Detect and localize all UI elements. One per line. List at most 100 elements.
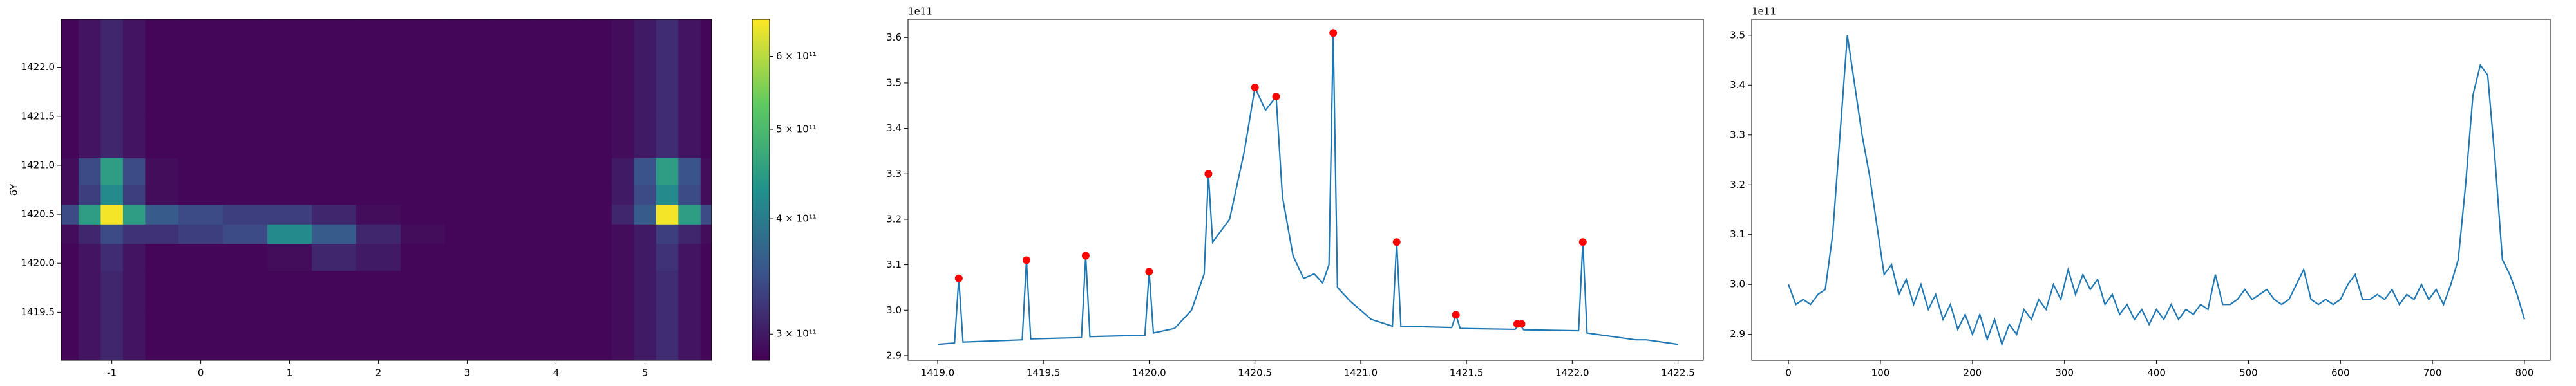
heatmap-cell <box>578 204 612 225</box>
peak-marker <box>1329 29 1338 37</box>
heatmap-cell <box>445 243 490 271</box>
heatmap-cell <box>61 116 79 159</box>
heatmap-cell <box>700 243 712 271</box>
heatmap-cell <box>312 243 357 271</box>
y-tick-label: 3.6 <box>886 32 902 43</box>
heatmap-cell <box>267 270 312 313</box>
heatmap-cell <box>178 19 223 68</box>
heatmap-cell <box>178 243 223 271</box>
heatmap-cell <box>534 224 579 244</box>
heatmap-cell <box>611 204 634 225</box>
heatmap-cell <box>122 19 146 68</box>
x-tick-label: 1421.5 <box>1450 367 1484 379</box>
x-tick-label: 1420.5 <box>1238 367 1272 379</box>
heatmap-cell <box>578 312 612 360</box>
x-tick-label: 500 <box>2239 367 2258 379</box>
heatmap-cell <box>445 185 490 205</box>
x-tick-label: 1420.0 <box>1132 367 1166 379</box>
heatmap-cell <box>78 185 101 205</box>
heatmap-cell <box>656 243 679 271</box>
heatmap-cell <box>78 224 101 244</box>
heatmap-cell <box>534 312 579 360</box>
colorbar-tick-label: 5 × 10¹¹ <box>776 124 817 135</box>
heatmap-cell <box>122 116 146 159</box>
heatmap-cell <box>534 158 579 185</box>
heatmap-cell <box>634 312 657 360</box>
heatmap-cell <box>61 67 79 117</box>
heatmap-cell <box>100 19 124 68</box>
heatmap-cell <box>223 270 268 313</box>
heatmap-cell <box>145 116 179 159</box>
peak-marker <box>954 274 963 282</box>
heatmap-cell <box>401 67 446 117</box>
heatmap-cell <box>61 19 79 68</box>
heatmap-cell <box>700 19 712 68</box>
peak-marker <box>1145 268 1153 276</box>
heatmap-cell <box>178 67 223 117</box>
data-line <box>937 33 1678 345</box>
heatmap-cell <box>145 243 179 271</box>
heatmap-cell <box>578 224 612 244</box>
heatmap-cell <box>312 67 357 117</box>
heatmap-cell <box>78 312 101 360</box>
y-tick-label: 1421.5 <box>21 110 55 122</box>
peak-marker <box>1081 252 1090 260</box>
heatmap-cell <box>401 270 446 313</box>
heatmap-cell <box>678 116 701 159</box>
peak-marker <box>1452 311 1460 319</box>
heatmap-cell <box>656 67 679 117</box>
heatmap-cell <box>656 204 679 225</box>
heatmap-cell <box>578 67 612 117</box>
axes-frame <box>907 19 1704 361</box>
heatmap-cell <box>656 224 679 244</box>
heatmap-cell <box>700 116 712 159</box>
heatmap-cell <box>78 67 101 117</box>
heatmap-cell <box>223 224 268 244</box>
heatmap-cell <box>78 243 101 271</box>
heatmap-cell <box>656 19 679 68</box>
y-tick-label: 3.5 <box>886 77 902 88</box>
x-tick-label: 700 <box>2423 367 2442 379</box>
heatmap-cell <box>445 312 490 360</box>
heatmap-cell <box>223 19 268 68</box>
heatmap-cell <box>100 158 124 185</box>
heatmap-cell <box>634 116 657 159</box>
heatmap-cell <box>534 185 579 205</box>
heatmap-cell <box>145 312 179 360</box>
x-tick-label: 0 <box>1785 367 1792 379</box>
heatmap-cell <box>656 312 679 360</box>
heatmap-cell <box>445 116 490 159</box>
y-tick-label: 3.0 <box>886 304 902 316</box>
heatmap-cell <box>312 312 357 360</box>
heatmap-cell <box>445 204 490 225</box>
heatmap-cell <box>611 116 634 159</box>
heatmap-cell <box>312 204 357 225</box>
y-tick-label: 1422.0 <box>21 61 55 73</box>
heatmap-cell <box>267 224 312 244</box>
heatmap-cell <box>356 243 401 271</box>
x-tick-label: 300 <box>2055 367 2074 379</box>
heatmap-cell <box>700 158 712 185</box>
heatmap-cell <box>78 19 101 68</box>
x-tick-label: -1 <box>107 367 117 379</box>
heatmap-cell <box>534 243 579 271</box>
axes-frame <box>1751 19 2551 361</box>
x-tick-label: 2 <box>375 367 382 379</box>
heatmap-cell <box>267 243 312 271</box>
heatmap-cell <box>634 185 657 205</box>
heatmap-cell <box>678 19 701 68</box>
heatmap-cell <box>178 185 223 205</box>
heatmap-cell <box>145 204 179 225</box>
heatmap-cell <box>267 19 312 68</box>
heatmap-cell <box>534 116 579 159</box>
heatmap-cell <box>578 270 612 313</box>
heatmap-cell <box>122 243 146 271</box>
heatmap-cell <box>678 224 701 244</box>
heatmap-cell <box>401 185 446 205</box>
heatmap-cell <box>356 116 401 159</box>
y-tick-label: 3.2 <box>886 213 902 225</box>
peak-marker <box>1251 84 1259 91</box>
heatmap-cell <box>100 270 124 313</box>
heatmap-cell <box>61 158 79 185</box>
